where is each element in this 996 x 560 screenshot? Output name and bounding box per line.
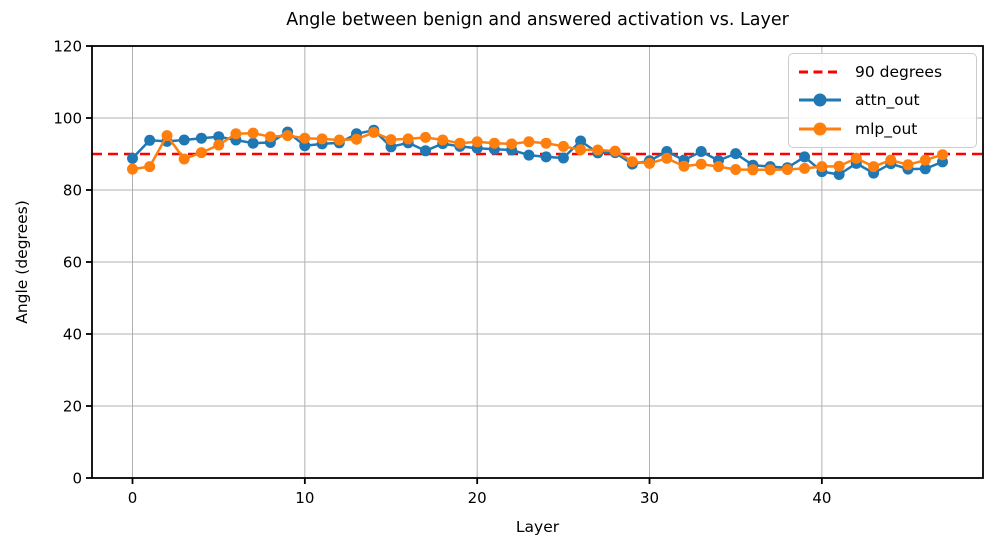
series-attn_out-marker	[420, 145, 431, 157]
series-mlp_out-marker	[799, 162, 811, 174]
series-mlp_out-marker	[144, 161, 156, 173]
series-mlp_out-marker	[833, 160, 845, 172]
series-mlp_out-marker	[230, 128, 242, 140]
y-tick-label: 80	[63, 182, 82, 200]
series-mlp_out-marker	[575, 144, 587, 156]
series-mlp_out-marker	[523, 136, 535, 148]
series-attn_out-marker	[557, 152, 569, 164]
series-attn_out-marker	[144, 134, 156, 146]
x-tick-label: 30	[640, 489, 659, 507]
series-mlp_out-marker	[695, 158, 707, 170]
x-axis-label: Layer	[515, 518, 560, 536]
series-mlp_out-marker	[644, 157, 655, 169]
series-mlp_out-marker	[868, 161, 880, 173]
x-tick-label: 40	[812, 489, 831, 507]
line-marker-sample-icon	[799, 93, 841, 107]
series-mlp_out-marker	[264, 131, 276, 143]
series-attn_out-marker	[178, 134, 190, 146]
series-attn_out-marker	[213, 131, 225, 143]
series-mlp_out-marker	[661, 152, 673, 164]
series-mlp_out-marker	[885, 154, 897, 166]
series-mlp_out-marker	[247, 127, 259, 139]
series-mlp_out-marker	[195, 147, 207, 159]
series-mlp_out-marker	[850, 152, 862, 164]
legend-series-marker	[813, 122, 827, 136]
series-attn_out-marker	[695, 146, 707, 157]
legend-series-marker	[813, 93, 827, 107]
legend-label: 90 degrees	[855, 63, 943, 82]
legend: 90 degrees attn_out mlp_out	[788, 53, 977, 148]
series-mlp_out-marker	[299, 132, 311, 144]
series-mlp_out-marker	[471, 136, 483, 148]
y-tick-label: 120	[53, 38, 82, 56]
series-mlp_out-marker	[488, 137, 500, 149]
series-mlp_out-marker	[747, 164, 759, 176]
series-mlp_out-marker	[402, 133, 414, 145]
series-mlp_out-marker	[919, 154, 931, 166]
series-mlp_out-marker	[506, 138, 518, 150]
series-mlp_out-marker	[420, 131, 431, 143]
series-attn_out-marker	[833, 169, 845, 180]
series-mlp_out-marker	[730, 164, 742, 175]
series-mlp_out-marker	[161, 130, 173, 142]
series-mlp_out-marker	[764, 164, 776, 176]
line-marker-sample-icon	[799, 122, 841, 136]
series-attn_out-marker	[540, 151, 552, 163]
legend-item-attn-out: attn_out	[797, 86, 968, 114]
series-attn_out-marker	[127, 152, 138, 164]
series-attn_out-marker	[247, 137, 259, 149]
series-attn_out-marker	[919, 163, 931, 175]
series-mlp_out-marker	[316, 133, 328, 145]
series-mlp_out-marker	[437, 134, 449, 146]
series-mlp_out-marker	[781, 164, 793, 175]
legend-label: attn_out	[855, 91, 920, 110]
series-mlp_out-marker	[127, 163, 138, 175]
series-mlp_out-marker	[282, 130, 294, 142]
series-mlp_out-marker	[816, 161, 828, 173]
dashed-line-sample-icon	[799, 70, 841, 74]
series-mlp_out-marker	[609, 145, 621, 157]
series-mlp_out-marker	[213, 139, 225, 151]
series-mlp_out-marker	[592, 144, 604, 156]
series-attn_out-marker	[730, 148, 742, 160]
x-tick-label: 20	[468, 489, 487, 507]
chart-title: Angle between benign and answered activa…	[286, 10, 789, 30]
series-attn_out-marker	[799, 151, 811, 163]
y-tick-label: 100	[53, 110, 82, 128]
x-tick-label: 10	[295, 489, 314, 507]
series-mlp_out-marker	[178, 153, 190, 165]
series-attn_out-marker	[575, 135, 587, 147]
series-mlp_out-marker	[540, 137, 552, 149]
series-mlp_out-marker	[333, 134, 345, 146]
series-mlp_out-marker	[626, 156, 638, 168]
series-mlp_out-marker	[368, 126, 380, 138]
series-mlp_out-marker	[557, 140, 569, 152]
y-tick-label: 40	[63, 326, 82, 344]
series-mlp_out-marker	[937, 149, 948, 161]
y-tick-label: 60	[63, 254, 82, 272]
series-attn_out-marker	[195, 132, 207, 144]
series-mlp_out-marker	[454, 137, 466, 149]
series-attn_out-marker	[523, 149, 535, 161]
y-tick-label: 20	[63, 398, 82, 416]
legend-item-90-degrees: 90 degrees	[797, 58, 968, 86]
series-mlp_out-marker	[351, 133, 362, 145]
legend-label: mlp_out	[855, 119, 918, 138]
series-mlp_out-marker	[678, 160, 690, 172]
y-tick-label: 0	[72, 470, 82, 488]
series-mlp_out-marker	[713, 161, 724, 173]
series-mlp_out-marker	[902, 159, 914, 171]
y-axis-label: Angle (degrees)	[13, 200, 31, 324]
legend-item-mlp-out: mlp_out	[797, 115, 968, 143]
x-tick-label: 0	[128, 489, 138, 507]
series-mlp_out-marker	[385, 134, 397, 146]
